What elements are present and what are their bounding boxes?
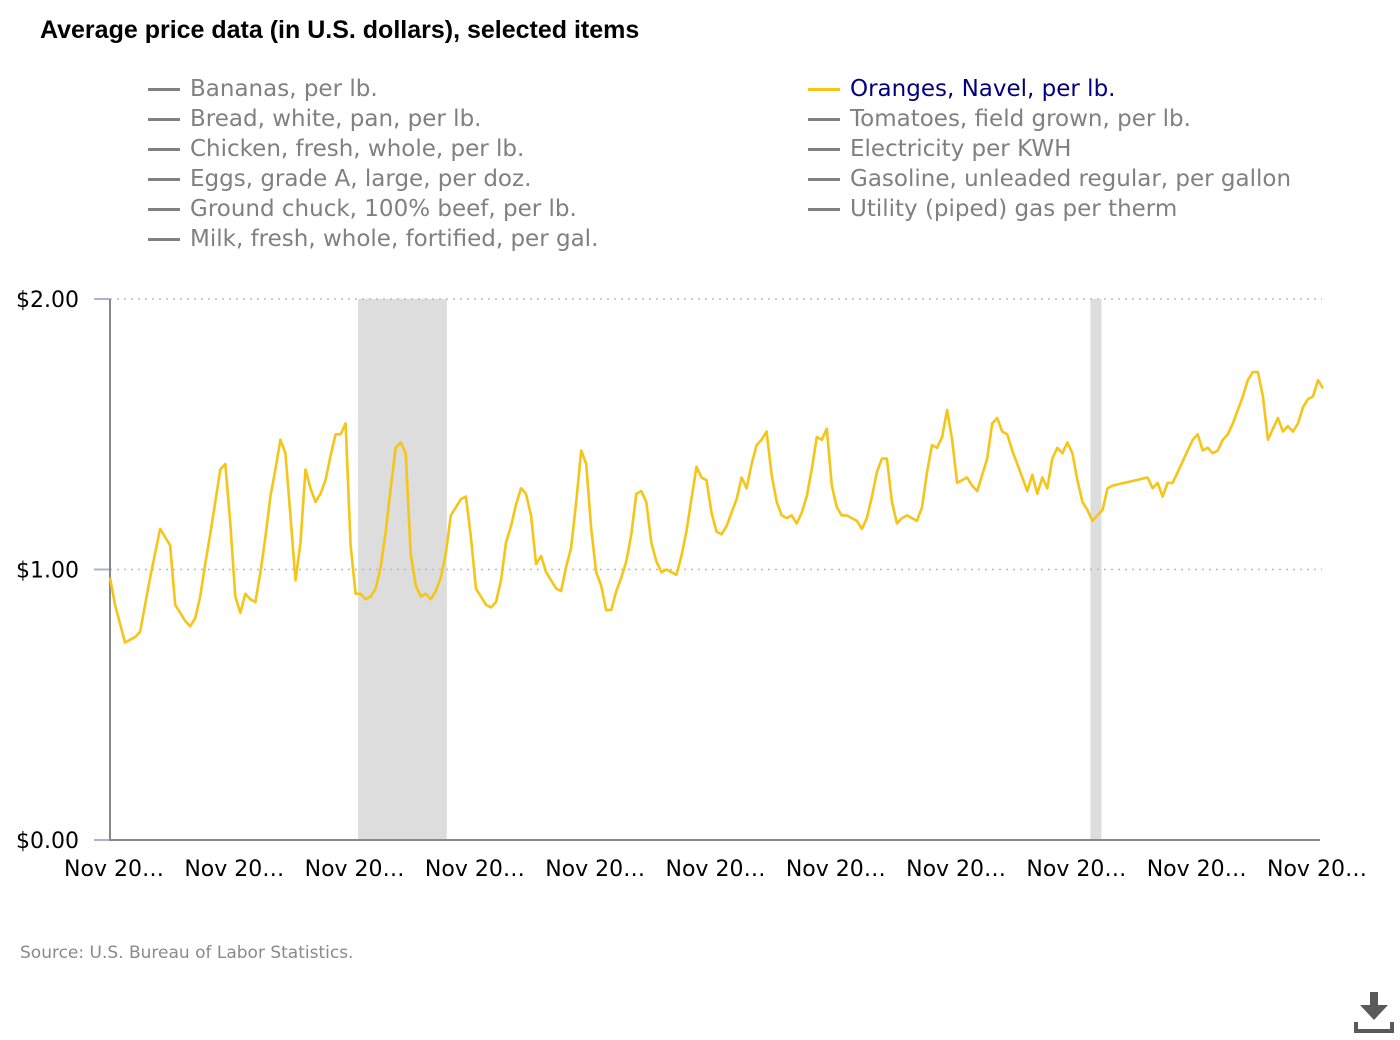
x-tick-label: Nov 20… [545, 857, 645, 882]
chart-title: Average price data (in U.S. dollars), se… [40, 16, 640, 44]
x-tick-label: Nov 20… [184, 857, 284, 882]
legend-label: Chicken, fresh, whole, per lb. [190, 136, 525, 162]
legend-label: Utility (piped) gas per therm [850, 196, 1178, 222]
legend-swatch [808, 207, 840, 211]
legend-swatch [808, 87, 840, 91]
legend-swatch [148, 117, 180, 121]
legend-swatch [148, 207, 180, 211]
y-tick-label: $0.00 [16, 829, 79, 854]
legend-label: Gasoline, unleaded regular, per gallon [850, 166, 1292, 192]
x-tick-label: Nov 20… [906, 857, 1006, 882]
legend-swatch [808, 117, 840, 121]
x-tick-label: Nov 20… [666, 857, 766, 882]
legend-label: Oranges, Navel, per lb. [850, 76, 1116, 102]
legend-item[interactable]: Tomatoes, field grown, per lb. [808, 104, 1291, 134]
legend-swatch [148, 237, 180, 241]
legend-label: Ground chuck, 100% beef, per lb. [190, 196, 577, 222]
legend-swatch [148, 147, 180, 151]
y-tick-label: $1.00 [16, 559, 79, 584]
legend-item[interactable]: Bread, white, pan, per lb. [148, 104, 598, 134]
download-icon [1354, 992, 1394, 1033]
legend-item[interactable]: Chicken, fresh, whole, per lb. [148, 134, 598, 164]
legend-item[interactable]: Bananas, per lb. [148, 74, 598, 104]
legend-item[interactable]: Utility (piped) gas per therm [808, 194, 1291, 224]
x-tick-label: Nov 20… [1147, 857, 1247, 882]
series-line-oranges [108, 370, 1325, 644]
x-tick-label: Nov 20… [64, 857, 164, 882]
legend-item[interactable]: Milk, fresh, whole, fortified, per gal. [148, 224, 598, 254]
legend-label: Eggs, grade A, large, per doz. [190, 166, 532, 192]
legend-column-1: Bananas, per lb. Bread, white, pan, per l… [148, 74, 598, 254]
recession-shading [1090, 299, 1102, 840]
legend-column-2: Oranges, Navel, per lb. Tomatoes, field g… [808, 74, 1291, 224]
x-tick-label: Nov 20… [425, 857, 525, 882]
legend-swatch [148, 177, 180, 181]
legend-label: Electricity per KWH [850, 136, 1072, 162]
legend-label: Milk, fresh, whole, fortified, per gal. [190, 226, 599, 252]
legend-swatch [808, 147, 840, 151]
line-chart: $0.00 $1.00 $2.00 Nov 20… Nov 20… Nov 20… Nov … [16, 288, 1367, 882]
legend-swatch [148, 87, 180, 91]
x-tick-label: Nov 20… [305, 857, 405, 882]
legend-item[interactable]: Oranges, Navel, per lb. [808, 74, 1291, 104]
legend-item[interactable]: Ground chuck, 100% beef, per lb. [148, 194, 598, 224]
x-tick-label: Nov 20… [1026, 857, 1126, 882]
download-button[interactable] [1352, 992, 1396, 1034]
x-tick-label: Nov 20… [1267, 857, 1367, 882]
legend-item[interactable]: Eggs, grade A, large, per doz. [148, 164, 598, 194]
legend-label: Tomatoes, field grown, per lb. [850, 106, 1191, 132]
legend-label: Bread, white, pan, per lb. [190, 106, 482, 132]
legend-label: Bananas, per lb. [190, 76, 378, 102]
legend-item[interactable]: Electricity per KWH [808, 134, 1291, 164]
legend-item[interactable]: Gasoline, unleaded regular, per gallon [808, 164, 1291, 194]
y-tick-label: $2.00 [16, 288, 79, 313]
x-tick-label: Nov 20… [786, 857, 886, 882]
source-note: Source: U.S. Bureau of Labor Statistics. [20, 943, 354, 963]
legend-swatch [808, 177, 840, 181]
